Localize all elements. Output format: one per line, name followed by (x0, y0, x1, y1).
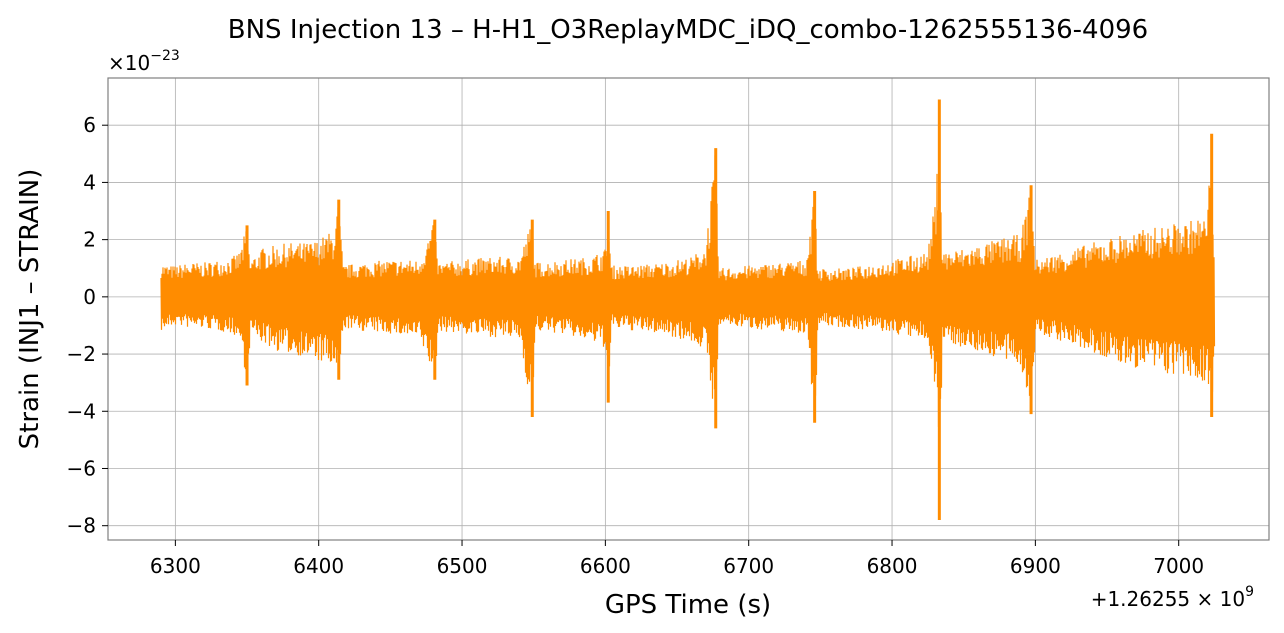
x-axis-label: GPS Time (s) (605, 590, 771, 620)
y-scale-base: ×10 (108, 51, 150, 75)
chart-title: BNS Injection 13 – H-H1_O3ReplayMDC_iDQ_… (228, 15, 1148, 45)
y-tick-label: −6 (67, 456, 96, 480)
x-tick-label: 6300 (150, 554, 201, 578)
x-tick-label: 6900 (1010, 554, 1061, 578)
x-tick-label: 6400 (293, 554, 344, 578)
x-tick-label: 7000 (1153, 554, 1204, 578)
grid-lines (108, 78, 1269, 540)
series-strain (160, 99, 1216, 520)
x-offset-label: +1.26255 × 109 (1091, 584, 1254, 611)
y-tick-label: −8 (67, 514, 96, 538)
y-tick-label: −4 (67, 399, 96, 423)
y-tick-label: 2 (83, 228, 96, 252)
y-tick-label: 0 (83, 285, 96, 309)
y-scale-exponent: −23 (150, 48, 180, 64)
y-scale-multiplier: ×10−23 (108, 48, 180, 75)
strain-trace (160, 155, 1216, 481)
x-offset-exponent: 9 (1245, 584, 1254, 600)
x-tick-label: 6600 (580, 554, 631, 578)
x-axis: 6300 6400 6500 6600 6700 6800 6900 7000 (150, 540, 1204, 578)
y-tick-label: −2 (67, 342, 96, 366)
y-axis-label: Strain (INJ1 – STRAIN) (15, 169, 45, 450)
y-axis: 6 4 2 0 −2 −4 −6 −8 (67, 113, 108, 538)
x-offset-base: +1.26255 × 10 (1091, 587, 1245, 611)
x-tick-label: 6700 (723, 554, 774, 578)
plot-frame (107, 77, 1270, 541)
y-tick-label: 4 (83, 170, 96, 194)
x-tick-label: 6800 (867, 554, 918, 578)
y-tick-label: 6 (83, 113, 96, 137)
x-tick-label: 6500 (437, 554, 488, 578)
